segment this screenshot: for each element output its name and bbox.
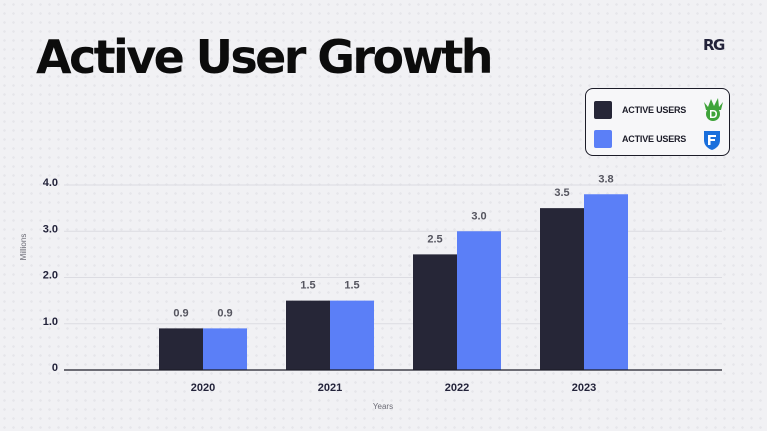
bar-2020-series-1 <box>203 328 247 370</box>
data-label: 3.0 <box>471 210 486 222</box>
x-tick-label: 2020 <box>191 382 215 394</box>
bar-2021-series-0 <box>286 300 330 370</box>
page-title: Active User Growth <box>36 30 494 84</box>
legend-item-fanduel: ACTIVE USERS <box>594 130 720 150</box>
brand-logo: RG <box>703 36 725 54</box>
bars <box>159 194 628 370</box>
x-tick-label: 2022 <box>445 382 469 394</box>
data-label: 1.5 <box>344 280 359 292</box>
bar-2021-series-1 <box>330 300 374 370</box>
fanduel-shield-logo-icon <box>704 131 720 150</box>
bar-2022-series-1 <box>457 231 501 370</box>
legend-swatch <box>594 101 612 119</box>
legend-swatch <box>594 130 612 148</box>
bar-2023-series-1 <box>584 194 628 370</box>
legend-label: ACTIVE USERS <box>622 105 687 115</box>
y-tick-label: 3.0 <box>43 223 58 235</box>
bar-2022-series-0 <box>413 254 457 370</box>
y-axis-ticks: 0 1.0 2.0 3.0 4.0 <box>43 177 58 374</box>
data-label: 0.9 <box>217 307 232 319</box>
x-axis-ticks: 2020 2021 2022 2023 <box>191 382 596 394</box>
data-label: 3.5 <box>554 187 569 199</box>
legend-item-draftkings: ACTIVE USERS <box>594 98 723 121</box>
y-tick-label: 1.0 <box>43 316 58 328</box>
x-tick-label: 2023 <box>572 382 596 394</box>
legend-label: ACTIVE USERS <box>622 134 687 144</box>
x-tick-label: 2021 <box>318 382 342 394</box>
y-axis-title: Millions <box>19 234 28 261</box>
data-label: 0.9 <box>173 307 188 319</box>
y-tick-label: 2.0 <box>43 270 58 282</box>
data-label: 1.5 <box>300 280 315 292</box>
chart-legend: ACTIVE USERS ACTIVE USERS <box>585 88 730 156</box>
bar-2020-series-0 <box>159 328 203 370</box>
bar-2023-series-0 <box>540 208 584 370</box>
y-tick-label: 0 <box>52 362 58 374</box>
y-tick-label: 4.0 <box>43 177 58 189</box>
data-labels: 0.9 0.9 1.5 1.5 2.5 3.0 3.5 3.8 <box>173 173 613 319</box>
data-label: 3.8 <box>598 173 613 185</box>
data-label: 2.5 <box>427 233 442 245</box>
draftkings-crown-logo-icon <box>704 98 723 121</box>
x-axis-title: Years <box>373 402 393 411</box>
